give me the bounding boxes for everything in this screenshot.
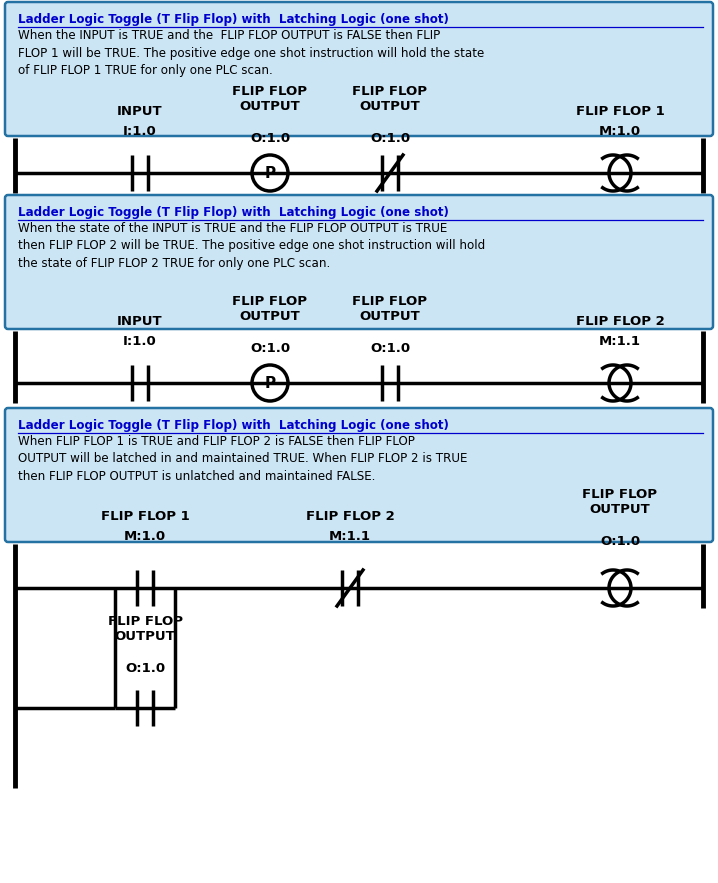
Text: P: P: [264, 165, 276, 180]
Text: FLIP FLOP 2: FLIP FLOP 2: [306, 510, 394, 523]
Text: FLIP FLOP
OUTPUT: FLIP FLOP OUTPUT: [582, 488, 658, 516]
Text: FLIP FLOP
OUTPUT: FLIP FLOP OUTPUT: [233, 295, 307, 323]
Text: M:1.0: M:1.0: [124, 530, 166, 543]
Text: O:1.0: O:1.0: [370, 132, 410, 145]
Text: M:1.1: M:1.1: [329, 530, 371, 543]
Text: M:1.1: M:1.1: [599, 335, 641, 348]
Text: O:1.0: O:1.0: [250, 342, 290, 355]
Text: O:1.0: O:1.0: [370, 342, 410, 355]
Text: FLIP FLOP 2: FLIP FLOP 2: [576, 315, 664, 328]
FancyBboxPatch shape: [5, 408, 713, 542]
Text: P: P: [264, 375, 276, 390]
Text: FLIP FLOP
OUTPUT: FLIP FLOP OUTPUT: [108, 615, 182, 643]
FancyBboxPatch shape: [5, 2, 713, 136]
Text: O:1.0: O:1.0: [600, 535, 640, 548]
Text: FLIP FLOP
OUTPUT: FLIP FLOP OUTPUT: [353, 295, 427, 323]
Text: I:1.0: I:1.0: [123, 125, 157, 138]
Text: O:1.0: O:1.0: [125, 662, 165, 675]
Text: M:1.0: M:1.0: [599, 125, 641, 138]
Text: When FLIP FLOP 1 is TRUE and FLIP FLOP 2 is FALSE then FLIP FLOP
OUTPUT will be : When FLIP FLOP 1 is TRUE and FLIP FLOP 2…: [18, 435, 467, 483]
Text: FLIP FLOP
OUTPUT: FLIP FLOP OUTPUT: [353, 85, 427, 113]
Text: INPUT: INPUT: [117, 315, 163, 328]
Text: INPUT: INPUT: [117, 105, 163, 118]
Text: When the state of the INPUT is TRUE and the FLIP FLOP OUTPUT is TRUE
then FLIP F: When the state of the INPUT is TRUE and …: [18, 222, 485, 270]
Text: I:1.0: I:1.0: [123, 335, 157, 348]
Text: When the INPUT is TRUE and the  FLIP FLOP OUTPUT is FALSE then FLIP
FLOP 1 will : When the INPUT is TRUE and the FLIP FLOP…: [18, 29, 484, 77]
Text: FLIP FLOP
OUTPUT: FLIP FLOP OUTPUT: [233, 85, 307, 113]
FancyBboxPatch shape: [5, 195, 713, 329]
Text: O:1.0: O:1.0: [250, 132, 290, 145]
Text: Ladder Logic Toggle (T Flip Flop) with  Latching Logic (one shot): Ladder Logic Toggle (T Flip Flop) with L…: [18, 419, 449, 432]
Text: Ladder Logic Toggle (T Flip Flop) with  Latching Logic (one shot): Ladder Logic Toggle (T Flip Flop) with L…: [18, 13, 449, 26]
Text: Ladder Logic Toggle (T Flip Flop) with  Latching Logic (one shot): Ladder Logic Toggle (T Flip Flop) with L…: [18, 206, 449, 219]
Text: FLIP FLOP 1: FLIP FLOP 1: [101, 510, 190, 523]
Text: FLIP FLOP 1: FLIP FLOP 1: [576, 105, 664, 118]
